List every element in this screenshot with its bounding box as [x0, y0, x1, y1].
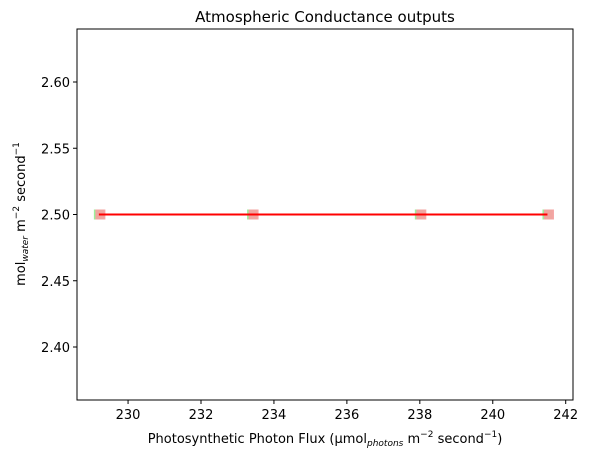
plot-marks — [93, 209, 554, 220]
y-tick-label: 2.60 — [41, 76, 70, 91]
x-tick-label: 238 — [407, 408, 432, 423]
y-tick-label: 2.40 — [41, 341, 70, 356]
x-tick-label: 242 — [553, 408, 578, 423]
x-tick-label: 230 — [116, 408, 141, 423]
x-tick-label: 232 — [189, 408, 214, 423]
y-tick-label: 2.55 — [41, 142, 70, 157]
x-tick-label: 240 — [480, 408, 505, 423]
y-axis-ticks: 2.40 2.45 2.50 2.55 2.60 — [41, 76, 77, 356]
y-tick-label: 2.45 — [41, 275, 70, 290]
chart-title: Atmospheric Conductance outputs — [195, 8, 455, 26]
point-red — [543, 209, 554, 220]
x-axis-ticks: 230 232 234 236 238 240 242 — [116, 400, 578, 423]
x-tick-label: 236 — [334, 408, 359, 423]
x-tick-label: 234 — [262, 408, 287, 423]
x-axis-label: Photosynthetic Photon Flux (µmolphotons … — [148, 430, 503, 449]
y-tick-label: 2.50 — [41, 209, 70, 224]
y-axis-label: molwater m−2 second−1 — [12, 142, 31, 286]
